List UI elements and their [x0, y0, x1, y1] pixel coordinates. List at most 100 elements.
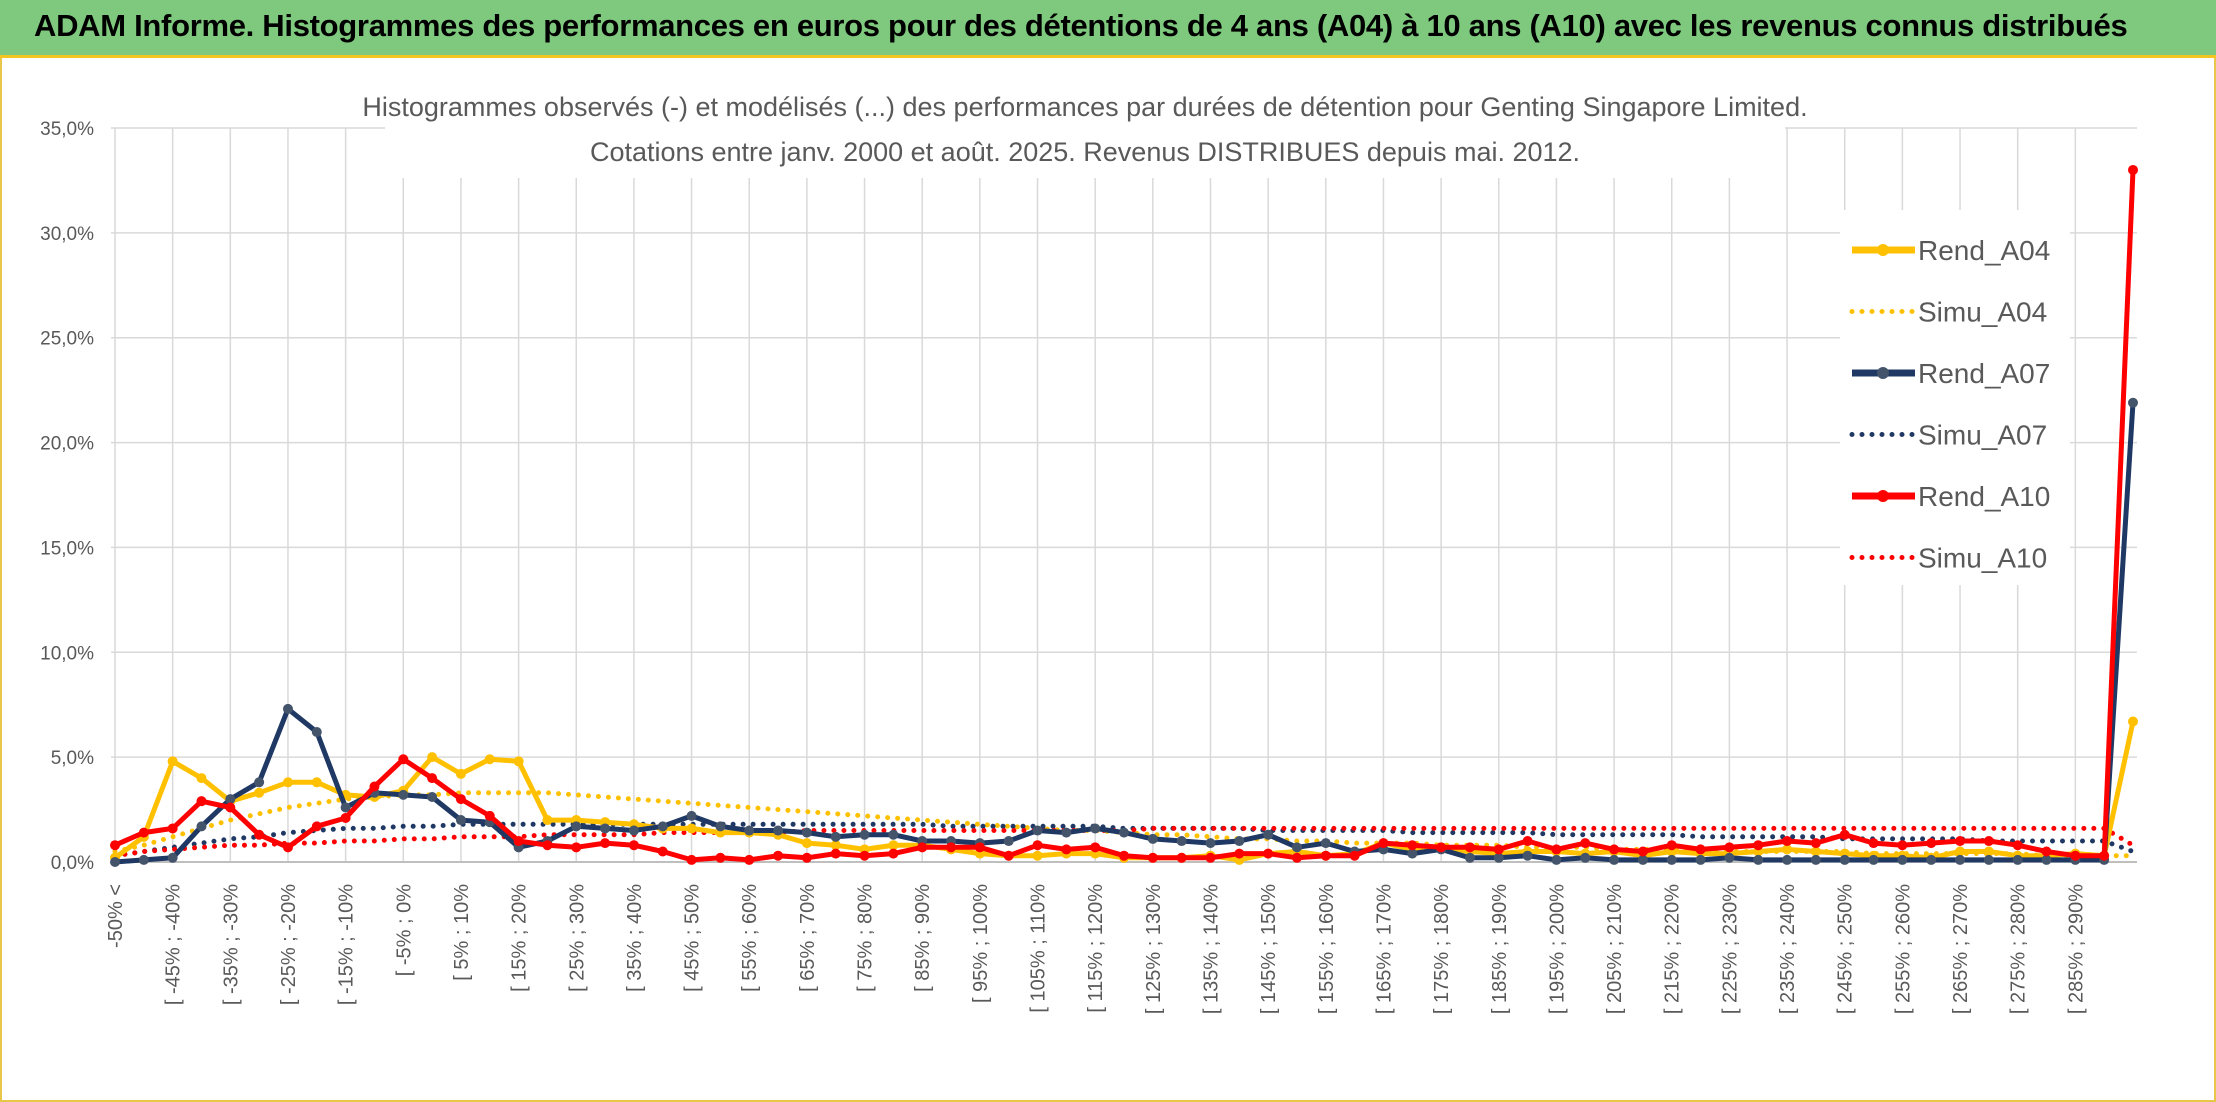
- data-point: [2099, 850, 2110, 861]
- data-point: [196, 821, 207, 832]
- data-point: [311, 821, 322, 832]
- x-tick-label: [ 25% ; 30%: [566, 884, 588, 992]
- data-point: [628, 825, 639, 836]
- chart-subtitle: Cotations entre janv. 2000 et août. 2025…: [590, 137, 1580, 167]
- data-point: [657, 821, 668, 832]
- x-tick-label: [ 65% ; 70%: [797, 884, 819, 992]
- y-tick-label: 15,0%: [40, 538, 94, 559]
- series-Rend_A07: [110, 397, 2138, 867]
- data-point: [1983, 854, 1994, 865]
- data-point: [1724, 852, 1735, 863]
- data-point: [1810, 838, 1821, 849]
- data-point: [715, 821, 726, 832]
- data-point: [974, 842, 985, 853]
- data-point: [282, 777, 293, 788]
- x-tick-label: [ 75% ; 80%: [855, 884, 877, 992]
- data-point: [2041, 854, 2052, 865]
- data-point: [1810, 854, 1821, 865]
- data-point: [1464, 852, 1475, 863]
- data-point: [2128, 397, 2138, 408]
- data-point: [455, 794, 466, 805]
- x-tick-label: [ 15% ; 20%: [509, 884, 531, 992]
- data-point: [1782, 854, 1793, 865]
- x-axis-ticks: -50% < [ -45% ; -40% [ -35% ; -30% [ -25% ;…: [105, 884, 2087, 1014]
- data-point: [196, 773, 207, 784]
- data-point: [167, 756, 178, 767]
- data-point: [1291, 852, 1302, 863]
- data-point: [1003, 836, 1014, 847]
- data-point: [1320, 838, 1331, 849]
- data-point: [1090, 842, 1101, 853]
- x-tick-label: [ 245% ; 250%: [1835, 884, 1857, 1014]
- banner-title: ADAM Informe. Histogrammes des performan…: [34, 8, 2128, 43]
- y-tick-label: 35,0%: [40, 119, 94, 140]
- data-point: [1868, 854, 1879, 865]
- data-point: [1810, 846, 1821, 857]
- legend-label: Simu_A10: [1918, 543, 2047, 574]
- data-point: [1609, 854, 1620, 865]
- data-point: [1551, 844, 1562, 855]
- data-point: [571, 842, 582, 853]
- data-point: [1522, 836, 1533, 847]
- data-point: [1349, 850, 1360, 861]
- data-point: [1522, 850, 1533, 861]
- data-point: [513, 756, 524, 767]
- data-point: [167, 852, 178, 863]
- data-point: [657, 846, 668, 857]
- data-point: [1580, 852, 1591, 863]
- legend-marker: [1877, 367, 1889, 379]
- x-tick-label: [ 225% ; 230%: [1719, 884, 1741, 1014]
- data-point: [1955, 846, 1966, 857]
- data-point: [2012, 854, 2023, 865]
- data-point: [455, 815, 466, 826]
- data-point: [225, 794, 236, 805]
- data-point: [455, 768, 466, 779]
- legend-item-Simu_A04: Simu_A04: [1849, 297, 2047, 328]
- x-tick-label: [ 55% ; 60%: [739, 884, 761, 992]
- legend-label: Simu_A07: [1918, 420, 2047, 451]
- data-point: [1782, 844, 1793, 855]
- data-point: [686, 823, 697, 834]
- y-tick-label: 5,0%: [51, 748, 94, 769]
- series-Simu_A04: [112, 790, 2136, 859]
- x-tick-label: [ 95% ; 100%: [970, 884, 992, 1003]
- x-tick-label: [ -5% ; 0%: [393, 884, 415, 976]
- data-point: [1176, 852, 1187, 863]
- data-point: [1464, 842, 1475, 853]
- x-tick-label: [ 155% ; 160%: [1316, 884, 1338, 1014]
- data-point: [542, 815, 553, 826]
- data-point: [340, 812, 351, 823]
- data-point: [1234, 836, 1245, 847]
- x-tick-label: [ 165% ; 170%: [1373, 884, 1395, 1014]
- data-point: [888, 829, 899, 840]
- x-tick-label: -50% <: [105, 884, 127, 948]
- x-tick-label: [ 35% ; 40%: [624, 884, 646, 992]
- data-point: [254, 777, 265, 788]
- data-point: [917, 842, 928, 853]
- x-tick-label: [ 235% ; 240%: [1777, 884, 1799, 1014]
- x-tick-label: [ 195% ; 200%: [1546, 884, 1568, 1014]
- y-tick-label: 20,0%: [40, 434, 94, 455]
- data-point: [773, 825, 784, 836]
- legend-item-Rend_A10: Rend_A10: [1852, 481, 2050, 512]
- data-point: [1551, 854, 1562, 865]
- data-point: [1119, 827, 1129, 838]
- x-tick-label: [ 265% ; 270%: [1950, 884, 1972, 1014]
- data-point: [167, 823, 178, 834]
- data-point: [1205, 852, 1216, 863]
- data-point: [1753, 840, 1764, 851]
- data-point: [686, 854, 697, 865]
- data-point: [1263, 848, 1274, 859]
- data-point: [369, 781, 380, 792]
- data-point: [571, 821, 582, 832]
- y-tick-label: 30,0%: [40, 224, 94, 245]
- grid: [111, 127, 2137, 863]
- data-point: [484, 810, 495, 821]
- data-point: [1407, 848, 1418, 859]
- series-Rend_A10: [110, 164, 2138, 865]
- x-tick-label: [ -15% ; -10%: [336, 884, 358, 1005]
- data-point: [1839, 829, 1850, 840]
- data-point: [1983, 836, 1994, 847]
- data-point: [282, 703, 293, 714]
- data-point: [1609, 844, 1620, 855]
